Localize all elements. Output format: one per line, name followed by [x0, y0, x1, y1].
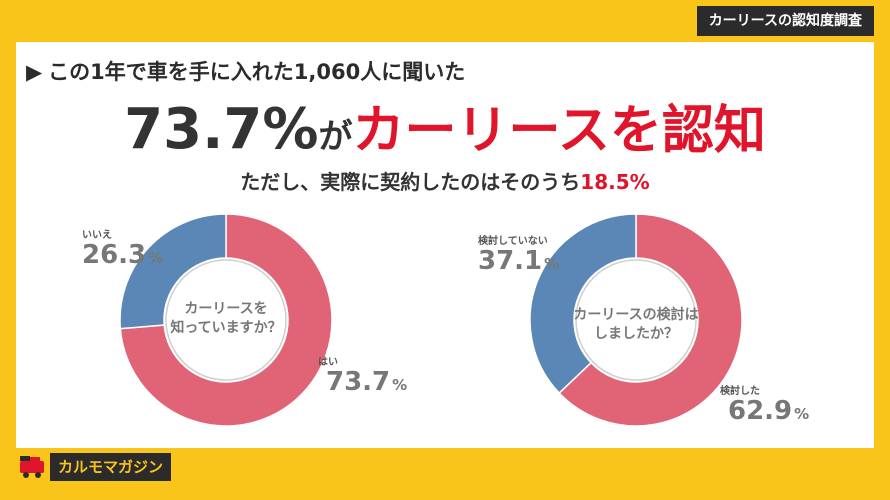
lead-label: この1年で車を手に入れた1,060人に聞いた: [48, 60, 466, 84]
chart2-center-ring: [575, 259, 697, 381]
chart1-slice1-number: 73.7: [326, 367, 391, 397]
chart1-slice2-unit: %: [148, 249, 164, 267]
chart1-slice1-unit: %: [392, 376, 408, 394]
chart2-slice1-number: 62.9: [728, 396, 793, 426]
chart1-slice-1: [120, 214, 332, 426]
donut-chart-awareness: [120, 214, 332, 426]
brand-name: カルモマガジン: [50, 453, 172, 481]
chart1-slice2-number: 26.3: [82, 240, 147, 270]
chart2-center-line1: カーリースの検討は: [573, 307, 699, 323]
chart2-slice1-unit: %: [794, 405, 810, 423]
lead-text: ▶ この1年で車を手に入れた1,060人に聞いた: [26, 56, 465, 86]
chart2-slice2-label: 検討していない: [478, 236, 548, 247]
subheadline: ただし、実際に契約したのはそのうち18.5%: [0, 166, 890, 195]
chart1-slice1-value: 73.7%: [326, 367, 407, 397]
chart2-slice2-value: 37.1%: [478, 246, 559, 276]
brand-logo: カルモマガジン: [18, 452, 172, 482]
chart2-slice2-number: 37.1: [478, 246, 543, 276]
chart2-slice1-value: 62.9%: [728, 396, 809, 426]
chart1-center-label: カーリースを 知っていますか？: [156, 300, 296, 338]
chart2-slice1-label: 検討した: [720, 386, 760, 397]
chart1-slice2-value: 26.3%: [82, 240, 163, 270]
headline-number: 73.7%: [124, 97, 319, 162]
headline-particle: が: [318, 117, 353, 157]
subheadline-highlight: 18.5%: [580, 170, 650, 194]
chart2-slice-2: [530, 214, 637, 395]
chart1-center-line1: カーリースを: [184, 301, 268, 317]
chart1-slice2-label: いいえ: [82, 230, 112, 241]
chart1-center-line2: 知っていますか？: [170, 320, 282, 336]
chart1-slice1-label: はい: [318, 357, 338, 368]
triangle-icon: ▶: [26, 60, 43, 84]
car-logo-icon: [18, 453, 46, 481]
subheadline-text: ただし、実際に契約したのはそのうち: [240, 170, 581, 194]
headline: 73.7%がカーリースを認知: [0, 88, 890, 163]
chart1-center-ring: [165, 259, 287, 381]
chart2-slice-1: [558, 214, 742, 426]
survey-tag: カーリースの認知度調査: [696, 6, 874, 36]
chart2-slice2-unit: %: [544, 255, 560, 273]
donut-chart-consideration: [530, 214, 742, 426]
chart2-center-label: カーリースの検討は しましたか？: [561, 306, 711, 344]
chart1-slice-2: [120, 214, 227, 330]
chart2-center-line2: しましたか？: [594, 326, 678, 342]
headline-highlight: カーリースを認知: [352, 101, 766, 161]
